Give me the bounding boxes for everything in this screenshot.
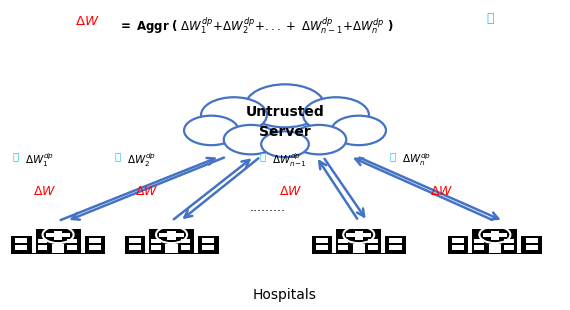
Bar [368, 245, 377, 250]
Bar [165, 245, 178, 253]
Text: .........: ......... [250, 201, 286, 214]
Bar [181, 245, 190, 250]
Bar [452, 245, 464, 250]
Bar [38, 245, 47, 250]
Text: 🔒: 🔒 [390, 152, 396, 162]
Bar [181, 239, 190, 243]
Text: 🔒: 🔒 [486, 12, 494, 25]
Bar [385, 236, 406, 253]
Bar [67, 239, 77, 243]
Text: Untrusted: Untrusted [246, 105, 324, 119]
Bar [67, 245, 77, 250]
Bar [339, 245, 348, 250]
Text: $\Delta W_2^{dp}$: $\Delta W_2^{dp}$ [127, 151, 156, 169]
Text: 🔒: 🔒 [115, 152, 121, 162]
Text: $\Delta W$: $\Delta W$ [279, 185, 303, 198]
Text: $\Delta W$: $\Delta W$ [75, 15, 100, 28]
Text: 🔒: 🔒 [259, 152, 266, 162]
Bar [125, 253, 218, 255]
Bar [36, 228, 80, 253]
Bar [347, 233, 371, 237]
Bar [483, 233, 507, 237]
Bar [474, 245, 484, 250]
Bar [353, 245, 365, 253]
Bar [46, 233, 70, 237]
Text: 🔒: 🔒 [13, 152, 19, 162]
Bar [452, 238, 464, 243]
Bar [522, 236, 542, 253]
Bar [151, 245, 161, 250]
Bar [11, 236, 31, 253]
Bar [312, 236, 332, 253]
Bar [15, 238, 27, 243]
Bar [129, 238, 141, 243]
Circle shape [245, 84, 325, 127]
Bar [168, 231, 176, 240]
Bar [125, 236, 145, 253]
Bar [11, 253, 105, 255]
Circle shape [332, 116, 386, 145]
Text: Server: Server [259, 125, 311, 139]
Bar [474, 239, 484, 243]
Bar [473, 228, 518, 253]
Bar [159, 233, 184, 237]
Bar [149, 228, 194, 253]
Text: $\Delta W$: $\Delta W$ [32, 185, 56, 198]
Bar [526, 245, 538, 250]
Circle shape [224, 125, 278, 154]
Bar [504, 245, 514, 250]
Bar [355, 231, 363, 240]
Bar [389, 245, 402, 250]
Bar [448, 253, 542, 255]
Text: $\Delta W_n^{dp}$: $\Delta W_n^{dp}$ [402, 151, 431, 168]
Bar [129, 245, 141, 250]
Bar [448, 236, 469, 253]
Bar [198, 236, 218, 253]
Circle shape [201, 97, 267, 133]
Circle shape [303, 97, 369, 133]
Text: $\Delta W$: $\Delta W$ [135, 185, 158, 198]
Bar [85, 236, 105, 253]
Text: $\Delta W$: $\Delta W$ [430, 185, 453, 198]
Bar [89, 238, 101, 243]
Bar [389, 238, 402, 243]
Bar [15, 245, 27, 250]
Bar [202, 238, 214, 243]
Bar [368, 239, 377, 243]
Bar [151, 239, 161, 243]
Bar [54, 231, 62, 240]
Bar [38, 239, 47, 243]
Bar [336, 228, 381, 253]
Bar [526, 238, 538, 243]
Bar [89, 245, 101, 250]
Bar [491, 231, 499, 240]
Bar [312, 253, 406, 255]
Bar [316, 245, 328, 250]
Text: $\Delta W_1^{dp}$: $\Delta W_1^{dp}$ [25, 151, 54, 169]
Bar [52, 245, 64, 253]
Bar [339, 239, 348, 243]
Text: $\Delta W_{n\!-\!1}^{dp}$: $\Delta W_{n\!-\!1}^{dp}$ [272, 151, 307, 169]
Text: $\mathbf{=\ Aggr\ (}\ \Delta W_1^{dp}\!+\!\Delta W_2^{dp}\!+\!...+\ \Delta W_{n-: $\mathbf{=\ Aggr\ (}\ \Delta W_1^{dp}\!+… [117, 15, 393, 36]
Circle shape [184, 116, 238, 145]
Bar [504, 239, 514, 243]
Bar [316, 238, 328, 243]
Text: Hospitals: Hospitals [253, 289, 317, 303]
Bar [488, 245, 501, 253]
Circle shape [261, 131, 309, 157]
Bar [202, 245, 214, 250]
Circle shape [292, 125, 346, 154]
